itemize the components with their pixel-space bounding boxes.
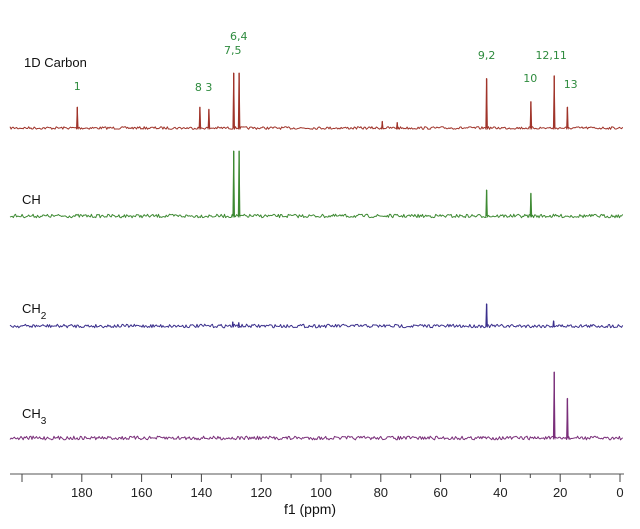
spectrum-traces [9,72,624,441]
x-tick-label-60: 60 [433,485,447,500]
x-tick-label-0: 0 [616,485,623,500]
peak-label-2: 3 [205,81,212,94]
spectrum-label-ch2-base: CH [22,301,41,316]
spectrum-trace-2 [9,303,624,329]
x-tick-label-80: 80 [374,485,388,500]
peak-labels: 1 8 3 6,47,5 9,2 10 12,11 13 [74,30,578,94]
x-tick-label-140: 140 [191,485,213,500]
peak-label-3: 6,4 [230,30,248,43]
spectrum-label-ch3-subscript: 3 [41,416,47,427]
spectrum-label-ch3: CH3 [22,406,47,427]
spectrum-trace-1 [9,150,624,219]
peak-label-1: 8 [195,81,202,94]
x-axis-ticks: 180 160 140 120 100 80 60 40 20 0 [21,474,624,500]
x-tick-label-20: 20 [553,485,567,500]
peak-label-7: 12,11 [535,49,567,62]
spectrum-trace-0 [9,72,624,130]
peak-label-8: 13 [564,78,578,91]
x-tick-label-160: 160 [131,485,153,500]
peak-label-5: 9,2 [478,49,496,62]
x-tick-label-180: 180 [71,485,93,500]
peak-label-0: 1 [74,80,81,93]
x-tick-label-40: 40 [493,485,507,500]
x-axis-label: f1 (ppm) [284,501,336,517]
peak-label-4: 7,5 [224,44,242,57]
x-tick-label-120: 120 [250,485,272,500]
spectrum-label-ch: CH [22,192,41,207]
x-tick-label-100: 100 [310,485,332,500]
spectrum-label-ch2-subscript: 2 [41,311,47,322]
spectrum-label-ch3-base: CH [22,406,41,421]
spectrum-trace-3 [9,371,624,441]
spectrum-label-ch2: CH2 [22,301,47,322]
spectrum-label-1d-carbon: 1D Carbon [24,55,87,70]
peak-label-6: 10 [523,72,537,85]
